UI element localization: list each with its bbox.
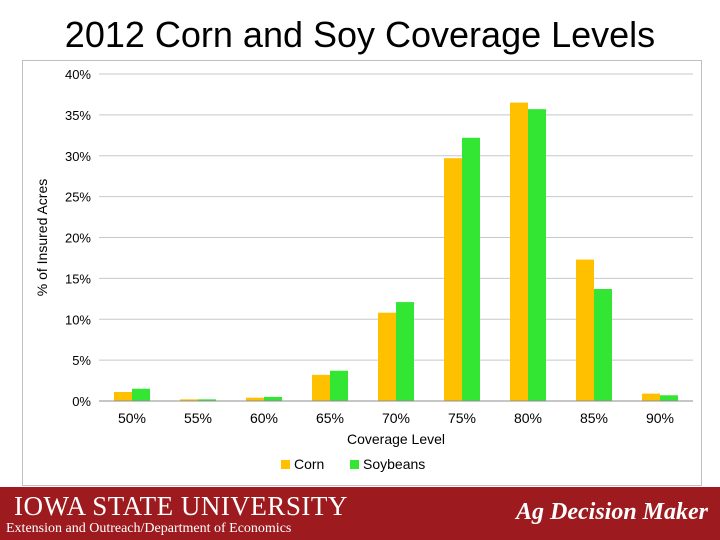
x-tick-label: 65% <box>316 410 344 426</box>
bar-corn-50 <box>114 392 132 401</box>
x-tick-label: 75% <box>448 410 476 426</box>
bar-corn-85 <box>576 259 594 401</box>
y-tick-label: 40% <box>65 67 91 82</box>
bar-corn-60 <box>246 397 264 401</box>
chart-frame: 0% 5% 10% 15% 20% 25% 30% 35% 40% 50% 55% 60% 65% 70… <box>22 60 702 486</box>
bars <box>114 102 678 402</box>
bar-soybeans-85 <box>594 289 612 401</box>
y-tick-label: 0% <box>72 394 91 409</box>
y-tick-label: 30% <box>65 149 91 164</box>
y-tick-label: 20% <box>65 231 91 246</box>
x-tick-label: 70% <box>382 410 410 426</box>
x-axis-ticks: 50% 55% 60% 65% 70% 75% 80% 85% 90% <box>118 410 674 426</box>
x-tick-label: 90% <box>646 410 674 426</box>
bar-corn-65 <box>312 374 330 401</box>
bar-soybeans-90 <box>660 395 678 401</box>
bar-soybeans-75 <box>462 137 480 401</box>
y-tick-label: 15% <box>65 271 91 286</box>
x-axis-label: Coverage Level <box>347 431 445 447</box>
bar-soybeans-65 <box>330 370 348 401</box>
y-axis-label: % of Insured Acres <box>34 179 50 297</box>
department-text: Extension and Outreach/Department of Eco… <box>6 521 292 536</box>
bar-corn-70 <box>378 312 396 401</box>
y-tick-label: 35% <box>65 108 91 123</box>
x-tick-label: 50% <box>118 410 146 426</box>
bar-soybeans-70 <box>396 302 414 401</box>
bar-corn-80 <box>510 102 528 402</box>
bar-soybeans-80 <box>528 109 546 401</box>
bar-corn-90 <box>642 393 660 401</box>
y-tick-label: 5% <box>72 353 91 368</box>
legend-swatch-soybeans <box>350 460 359 469</box>
gridlines <box>99 73 693 361</box>
x-tick-label: 60% <box>250 410 278 426</box>
x-tick-label: 55% <box>184 410 212 426</box>
bar-soybeans-50 <box>132 388 150 401</box>
legend: Corn Soybeans <box>281 456 425 472</box>
y-tick-label: 10% <box>65 312 91 327</box>
bar-corn-55 <box>180 399 198 401</box>
coverage-bar-chart: 0% 5% 10% 15% 20% 25% 30% 35% 40% 50% 55% 60% 65% 70… <box>34 67 693 472</box>
bar-soybeans-60 <box>264 396 282 401</box>
slide-title: 2012 Corn and Soy Coverage Levels <box>64 14 656 55</box>
x-tick-label: 85% <box>580 410 608 426</box>
footer-bar: IOWA STATE UNIVERSITY Extension and Outr… <box>0 487 720 540</box>
y-tick-label: 25% <box>65 190 91 205</box>
university-logo-text: IOWA STATE UNIVERSITY <box>14 491 348 521</box>
legend-label-corn: Corn <box>294 456 324 472</box>
brand-text: Ag Decision Maker <box>516 499 708 525</box>
legend-label-soybeans: Soybeans <box>363 456 425 472</box>
legend-swatch-corn <box>281 460 290 469</box>
y-axis-ticks: 0% 5% 10% 15% 20% 25% 30% 35% 40% <box>65 67 91 409</box>
bar-corn-75 <box>444 158 462 401</box>
bar-soybeans-55 <box>198 399 216 401</box>
x-tick-label: 80% <box>514 410 542 426</box>
